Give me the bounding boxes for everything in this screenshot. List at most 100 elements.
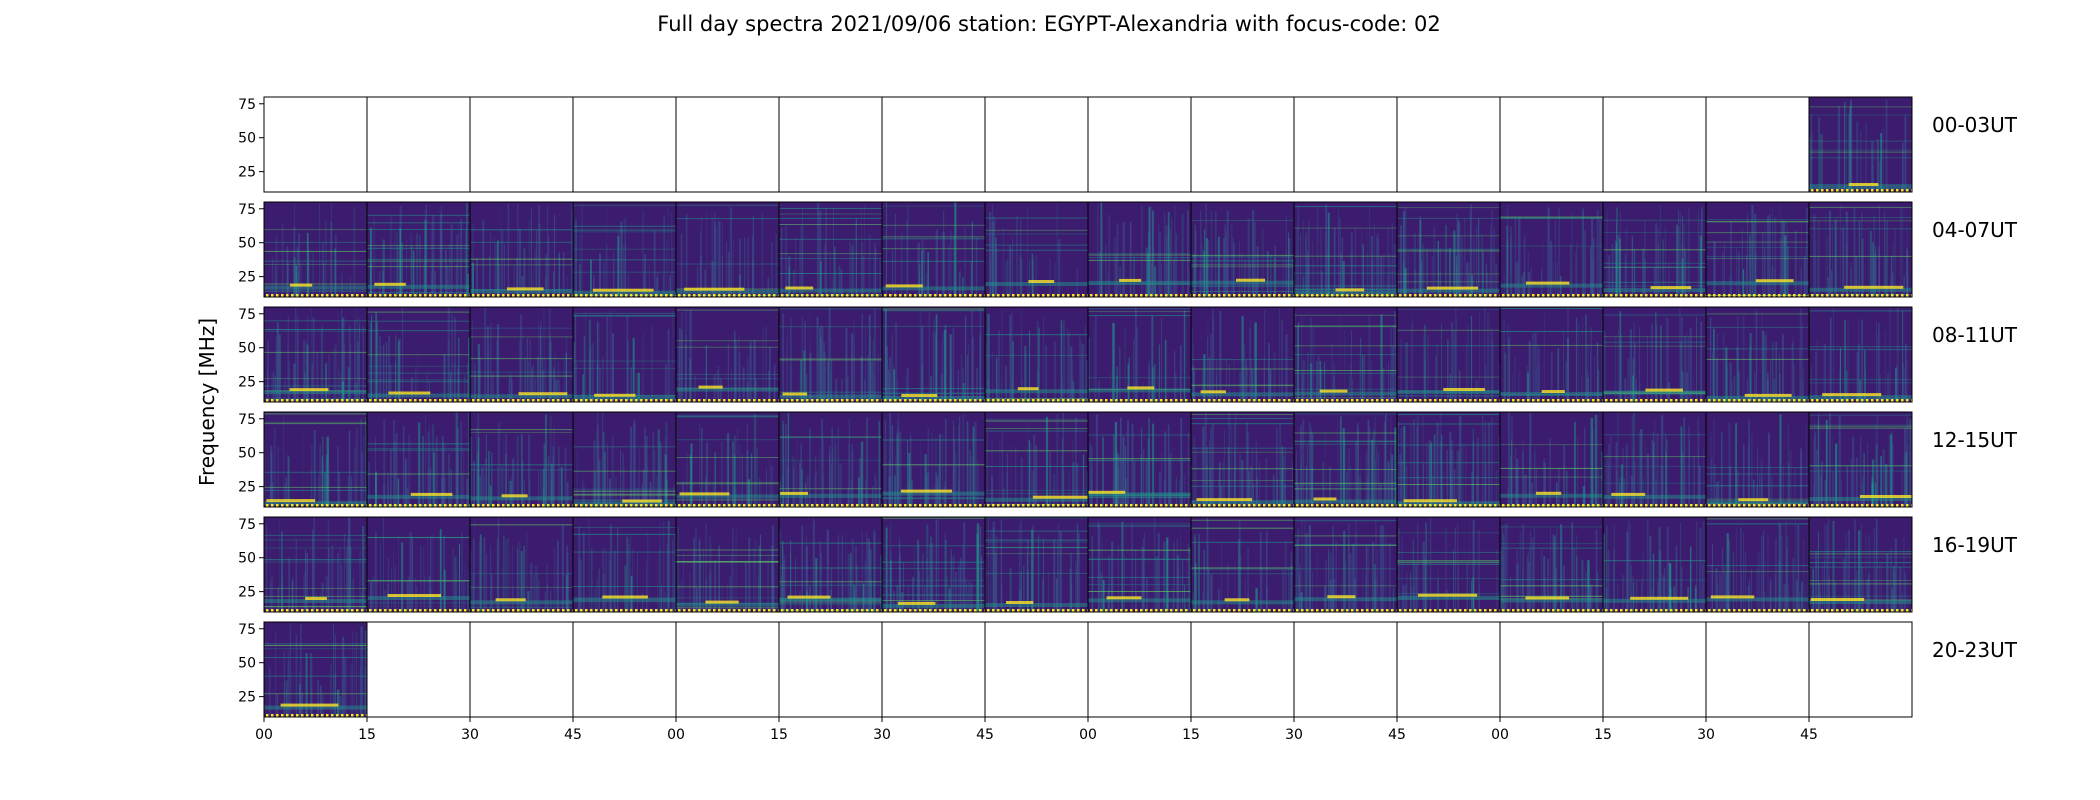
spectra-row bbox=[263, 306, 1913, 403]
spectrum-panel bbox=[263, 306, 368, 403]
x-tick-label: 15 bbox=[358, 727, 376, 743]
spectra-row bbox=[263, 621, 1913, 718]
spectrum-panel bbox=[1808, 201, 1913, 298]
spectrum-panel bbox=[263, 201, 368, 298]
spectrum-panel bbox=[1087, 201, 1192, 298]
empty-panel bbox=[1396, 96, 1501, 193]
spectrum-panel bbox=[1396, 516, 1501, 613]
x-tick-label: 00 bbox=[255, 727, 273, 743]
spectra-row bbox=[263, 96, 1913, 193]
empty-panel bbox=[1499, 96, 1604, 193]
spectrum-panel bbox=[1293, 201, 1398, 298]
x-ticks-layer: 00 15 30 45 00 15 30 45 00 15 30 45 00 15 30 45 bbox=[255, 717, 1818, 743]
spectrum-panel bbox=[675, 516, 780, 613]
y-ticks-layer: 25 50 75 25 50 75 25 50 75 25 50 75 25 50 75 25 50 75 bbox=[238, 97, 264, 706]
spectrum-panel bbox=[675, 411, 780, 508]
spectrum-panel bbox=[1499, 306, 1604, 403]
empty-panel bbox=[1293, 621, 1398, 718]
spectrum-panel bbox=[1293, 411, 1398, 508]
spectrum-panel bbox=[778, 306, 883, 403]
spectrum-panel bbox=[1293, 516, 1398, 613]
y-tick-label: 75 bbox=[238, 97, 256, 113]
row-label: 20-23UT bbox=[1932, 638, 2018, 662]
spectrum-panel bbox=[1705, 411, 1810, 508]
empty-panel bbox=[881, 96, 986, 193]
spectrum-panel bbox=[263, 411, 368, 508]
spectrum-panel bbox=[675, 201, 780, 298]
empty-panel bbox=[675, 96, 780, 193]
empty-panel bbox=[469, 96, 574, 193]
empty-panel bbox=[1396, 621, 1501, 718]
empty-panel bbox=[572, 96, 677, 193]
spectrum-panel bbox=[881, 411, 986, 508]
x-tick-label: 45 bbox=[564, 727, 582, 743]
x-tick-label: 45 bbox=[976, 727, 994, 743]
spectrum-panel bbox=[1499, 411, 1604, 508]
spectrum-panel bbox=[984, 306, 1089, 403]
row-label: 00-03UT bbox=[1932, 113, 2018, 137]
empty-panel bbox=[1705, 96, 1810, 193]
empty-panel bbox=[675, 621, 780, 718]
spectrum-panel bbox=[1087, 411, 1192, 508]
spectrum-panel bbox=[881, 516, 986, 613]
y-tick-label: 50 bbox=[238, 446, 256, 462]
spectrum-panel bbox=[778, 411, 883, 508]
x-tick-label: 00 bbox=[1079, 727, 1097, 743]
spectrum-panel bbox=[572, 411, 677, 508]
empty-panel bbox=[778, 621, 883, 718]
spectrum-panel bbox=[984, 411, 1089, 508]
x-tick-label: 15 bbox=[1182, 727, 1200, 743]
empty-panel bbox=[984, 621, 1089, 718]
y-tick-label: 75 bbox=[238, 412, 256, 428]
y-tick-label: 25 bbox=[238, 480, 256, 496]
spectrum-panel bbox=[366, 306, 471, 403]
spectrum-panel bbox=[1602, 411, 1707, 508]
row-labels-layer: 00-03UT 04-07UT 08-11UT 12-15UT 16-19UT 20-23… bbox=[1932, 113, 2018, 662]
empty-panel bbox=[881, 621, 986, 718]
spectrum-panel bbox=[1808, 516, 1913, 613]
spectrum-panel bbox=[1808, 306, 1913, 403]
spectrum-panel bbox=[1190, 201, 1295, 298]
y-tick-label: 75 bbox=[238, 622, 256, 638]
empty-panel bbox=[572, 621, 677, 718]
spectrum-panel bbox=[572, 201, 677, 298]
x-tick-label: 30 bbox=[461, 727, 479, 743]
spectrum-panel bbox=[366, 411, 471, 508]
spectrum-panel bbox=[881, 306, 986, 403]
y-tick-label: 25 bbox=[238, 375, 256, 391]
x-tick-label: 00 bbox=[1491, 727, 1509, 743]
y-axis-label: Frequency [MHz] bbox=[195, 318, 219, 486]
row-label: 12-15UT bbox=[1932, 428, 2018, 452]
spectrum-panel bbox=[778, 201, 883, 298]
x-tick-label: 30 bbox=[1697, 727, 1715, 743]
y-tick-label: 25 bbox=[238, 165, 256, 181]
spectrum-panel bbox=[469, 516, 574, 613]
y-tick-label: 50 bbox=[238, 341, 256, 357]
row-label: 04-07UT bbox=[1932, 218, 2018, 242]
y-tick-label: 75 bbox=[238, 517, 256, 533]
spectrum-panel bbox=[1396, 201, 1501, 298]
x-tick-label: 15 bbox=[1594, 727, 1612, 743]
spectrum-panel bbox=[1499, 201, 1604, 298]
empty-panel bbox=[778, 96, 883, 193]
spectrum-panel bbox=[1602, 306, 1707, 403]
spectrum-panel bbox=[1293, 306, 1398, 403]
spectrum-panel bbox=[1808, 96, 1913, 193]
spectra-row bbox=[263, 516, 1913, 613]
empty-panel bbox=[1293, 96, 1398, 193]
spectrum-panel bbox=[1190, 306, 1295, 403]
y-tick-label: 75 bbox=[238, 202, 256, 218]
spectrum-panel bbox=[469, 306, 574, 403]
spectrum-panel bbox=[1705, 306, 1810, 403]
spectrum-panel bbox=[366, 201, 471, 298]
y-tick-label: 75 bbox=[238, 307, 256, 323]
spectrum-panel bbox=[881, 201, 986, 298]
y-tick-label: 25 bbox=[238, 690, 256, 706]
spectrum-panel bbox=[263, 621, 368, 718]
spectrum-panel bbox=[1705, 516, 1810, 613]
x-tick-label: 45 bbox=[1800, 727, 1818, 743]
row-label: 08-11UT bbox=[1932, 323, 2018, 347]
spectrum-panel bbox=[572, 516, 677, 613]
spectrum-panel bbox=[469, 201, 574, 298]
spectrum-panel bbox=[778, 516, 883, 613]
